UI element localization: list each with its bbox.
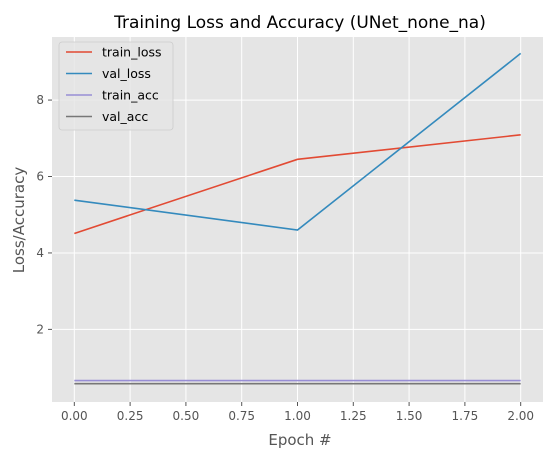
y-tick-label: 8 — [36, 93, 44, 107]
legend-label: val_acc — [102, 109, 148, 124]
y-tick-label: 6 — [36, 170, 44, 184]
x-tick-label: 1.25 — [340, 409, 367, 423]
x-tick-label: 0.50 — [173, 409, 200, 423]
legend-item-val-loss: val_loss — [66, 66, 151, 81]
series-lines — [74, 52, 522, 385]
x-tick-label: 0.00 — [61, 409, 88, 423]
x-axis-ticks: 0.00 0.25 0.50 0.75 1.00 1.25 1.50 1.75 2.00 — [61, 402, 534, 423]
x-tick-label: 1.50 — [396, 409, 423, 423]
legend-label: train_loss — [102, 45, 162, 60]
legend: train_loss val_loss train_acc val_acc — [58, 41, 174, 131]
chart-title: Training Loss and Accuracy (UNet_none_na… — [113, 13, 486, 33]
y-axis-ticks: 2 4 6 8 — [36, 93, 52, 336]
y-axis-label: Loss/Accuracy — [10, 167, 28, 274]
y-tick-label: 4 — [36, 246, 44, 260]
series-line-train-loss — [74, 134, 521, 235]
legend-item-train-loss: train_loss — [66, 45, 162, 60]
legend-item-val-acc: val_acc — [66, 109, 148, 124]
y-tick-label: 2 — [36, 322, 44, 336]
x-tick-label: 2.00 — [507, 409, 534, 423]
x-tick-label: 0.25 — [117, 409, 144, 423]
legend-label: val_loss — [102, 66, 151, 81]
legend-label: train_acc — [102, 88, 159, 103]
legend-box — [58, 41, 174, 131]
legend-item-train-acc: train_acc — [66, 88, 159, 103]
x-tick-label: 0.75 — [228, 409, 255, 423]
x-tick-label: 1.75 — [452, 409, 479, 423]
x-tick-label: 1.00 — [284, 409, 311, 423]
x-axis-label: Epoch # — [268, 431, 331, 449]
series-line-val-loss — [74, 52, 522, 231]
